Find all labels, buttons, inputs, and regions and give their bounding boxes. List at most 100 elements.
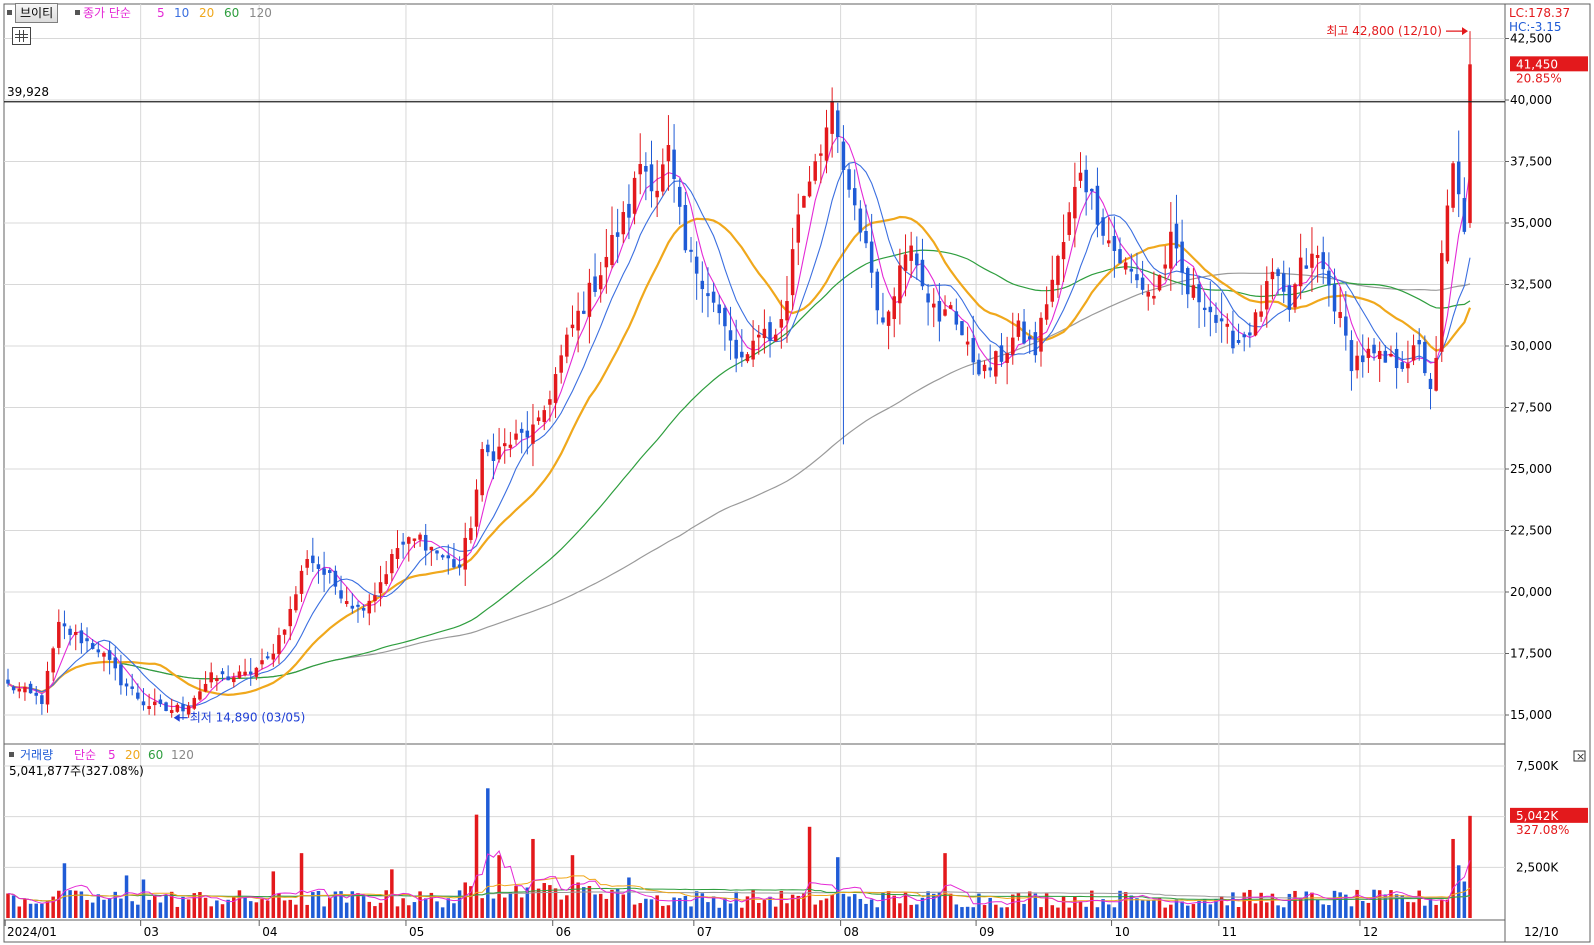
volume-bar bbox=[6, 893, 10, 918]
volume-bar bbox=[847, 896, 851, 918]
candle-body bbox=[40, 695, 44, 705]
volume-bar bbox=[158, 902, 163, 918]
candle-body bbox=[192, 697, 197, 709]
volume-bar bbox=[226, 899, 230, 918]
volume-bar bbox=[1123, 892, 1128, 918]
candle-body bbox=[1406, 363, 1410, 369]
volume-bar bbox=[587, 886, 592, 918]
candle-body bbox=[373, 595, 377, 602]
candle-body bbox=[1327, 270, 1331, 286]
candle-body bbox=[1140, 277, 1145, 290]
volume-bar bbox=[1383, 894, 1388, 918]
volume-bar bbox=[627, 877, 631, 918]
volume-ma-60-line bbox=[7, 887, 1471, 902]
ma-legend-square-icon bbox=[75, 10, 80, 15]
price-tick-label: 20,000 bbox=[1510, 585, 1552, 599]
candle-body bbox=[203, 683, 208, 692]
date-tick-label: 06 bbox=[556, 925, 571, 939]
candle-body bbox=[559, 355, 563, 373]
candle-body bbox=[502, 443, 507, 447]
volume-bar bbox=[85, 899, 89, 918]
stock-name-button[interactable]: 브이티 bbox=[15, 3, 59, 23]
volume-bar bbox=[1157, 897, 1162, 918]
volume-bar bbox=[209, 906, 213, 918]
volume-ma-120: 120 bbox=[171, 748, 194, 762]
candle-body bbox=[401, 541, 405, 545]
candle-body bbox=[418, 534, 422, 540]
volume-bar bbox=[948, 893, 953, 918]
volume-bar bbox=[1214, 899, 1218, 918]
candle-body bbox=[1276, 269, 1280, 277]
candle-body bbox=[1157, 274, 1162, 291]
candle-body bbox=[1315, 254, 1320, 258]
candle-body bbox=[875, 271, 880, 311]
volume-bar bbox=[215, 900, 219, 918]
candle-body bbox=[6, 679, 10, 684]
candle-body bbox=[790, 249, 795, 296]
volume-bar bbox=[632, 904, 637, 918]
reference-line-label: 39,928 bbox=[7, 85, 49, 99]
volume-bar bbox=[864, 903, 868, 918]
volume-bar bbox=[514, 885, 518, 918]
candle-body bbox=[1462, 198, 1467, 232]
candle-body bbox=[28, 683, 33, 694]
candle-body bbox=[1338, 312, 1342, 318]
volume-bar bbox=[1304, 891, 1309, 918]
volume-bar bbox=[1146, 899, 1150, 918]
volume-bar bbox=[181, 896, 185, 918]
grid-lines bbox=[4, 4, 1505, 920]
panel-close-icon[interactable] bbox=[1573, 750, 1586, 762]
candle-body bbox=[390, 554, 394, 574]
volume-bar bbox=[1061, 896, 1066, 918]
candle-body bbox=[1112, 236, 1117, 251]
volume-bar bbox=[90, 902, 95, 918]
volume-bar bbox=[768, 896, 772, 918]
volume-bar bbox=[51, 896, 55, 918]
candle-body bbox=[649, 164, 654, 192]
volume-bar bbox=[124, 875, 129, 918]
volume-bar bbox=[474, 814, 479, 918]
price-ma-120: 120 bbox=[249, 6, 272, 20]
volume-bar bbox=[1078, 901, 1083, 918]
candle-body bbox=[102, 652, 106, 657]
volume-bar bbox=[1169, 904, 1173, 918]
candle-body bbox=[779, 319, 784, 328]
price-tick-label: 32,500 bbox=[1510, 278, 1552, 292]
candle-body bbox=[62, 623, 67, 627]
candle-body bbox=[51, 648, 55, 673]
candle-body bbox=[734, 339, 738, 359]
volume-bar bbox=[1135, 898, 1139, 918]
volume-bar bbox=[28, 903, 33, 918]
volume-bar bbox=[169, 891, 174, 918]
volume-bar bbox=[1349, 906, 1354, 918]
candle-body bbox=[328, 570, 332, 573]
volume-bar bbox=[576, 882, 580, 918]
candle-body bbox=[1016, 320, 1021, 337]
volume-bar bbox=[508, 892, 513, 918]
volume-bar bbox=[423, 898, 428, 918]
price-tick-label: 30,000 bbox=[1510, 339, 1552, 353]
candle-body bbox=[926, 293, 930, 303]
candle-body bbox=[1434, 357, 1438, 391]
volume-bar bbox=[356, 893, 360, 918]
date-tick-label: 05 bbox=[409, 925, 424, 939]
table-grid-icon[interactable] bbox=[12, 27, 31, 45]
candle-body bbox=[514, 433, 518, 440]
candle-body bbox=[937, 300, 942, 322]
candle-body bbox=[119, 664, 123, 686]
price-ma-10: 10 bbox=[174, 6, 190, 20]
volume-bar bbox=[96, 894, 101, 918]
candle-body bbox=[661, 164, 665, 192]
volume-bar bbox=[644, 898, 648, 918]
candle-body bbox=[570, 324, 575, 329]
volume-bar bbox=[1090, 890, 1094, 918]
candle-body bbox=[1298, 257, 1303, 287]
price-tick-label: 27,500 bbox=[1510, 401, 1552, 415]
volume-bar bbox=[881, 892, 885, 918]
candle-body bbox=[1360, 355, 1365, 363]
volume-bar bbox=[757, 903, 761, 918]
candle-body bbox=[429, 546, 434, 551]
candle-body bbox=[700, 280, 705, 290]
last-volume-text: 5,041,877주(327.08%) bbox=[9, 764, 144, 778]
